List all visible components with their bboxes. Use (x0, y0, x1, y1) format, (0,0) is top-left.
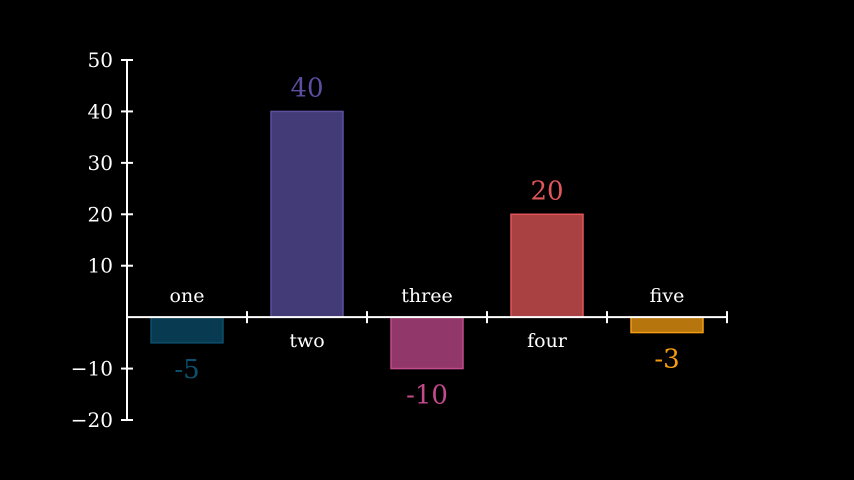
y-tick-label: 10 (88, 254, 113, 278)
y-tick-label: 30 (88, 151, 113, 175)
category-label: three (401, 285, 452, 307)
value-label: -5 (174, 355, 199, 385)
category-label: five (650, 285, 685, 307)
y-tick-label: −20 (71, 408, 113, 432)
bar-one (150, 316, 224, 344)
bar-four (510, 213, 584, 318)
y-tick-label: 20 (88, 202, 113, 226)
value-label: 20 (530, 176, 563, 206)
labels-layer: 50 40 30 20 10 −10 −20 one -5 two 40 three -10 four 20… (71, 48, 685, 432)
bars-layer (150, 110, 704, 370)
bar-three (390, 316, 464, 370)
bar-five (630, 316, 704, 334)
y-tick-label: 50 (88, 48, 113, 72)
value-label: -10 (406, 381, 448, 411)
category-label: two (289, 330, 324, 352)
y-tick-label: 40 (88, 99, 113, 123)
category-label: one (170, 285, 205, 307)
axes-layer (121, 59, 728, 421)
category-label: four (527, 330, 568, 352)
value-label: -3 (654, 345, 679, 375)
y-tick-label: −10 (71, 357, 113, 381)
bar-two (270, 110, 344, 318)
value-label: 40 (290, 73, 323, 103)
